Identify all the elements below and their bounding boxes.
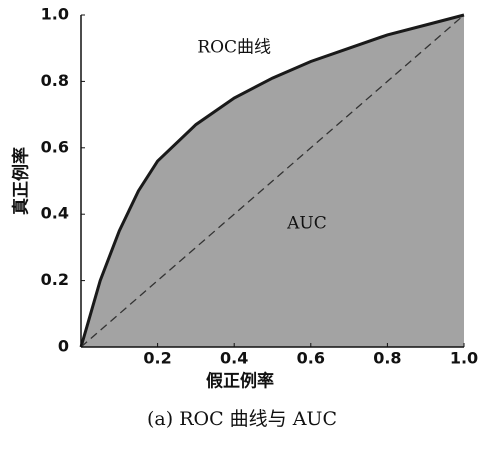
diagonal-line [80, 14, 465, 348]
y-tick-label: 0.8 [41, 71, 69, 90]
x-tick-label: 0.4 [220, 349, 248, 368]
y-tick-label: 0 [58, 337, 69, 356]
caption: (a) ROC 曲线与 AUC [147, 408, 337, 430]
x-tick-label: 1.0 [450, 349, 478, 368]
x-tick-label: 0.2 [143, 349, 171, 368]
y-tick-label: 1.0 [41, 5, 69, 24]
y-tick-label: 0.4 [41, 204, 69, 223]
x-tick-label: 0.8 [373, 349, 401, 368]
y-tick-label: 0.6 [41, 137, 69, 156]
annotation: ROC曲线 [197, 38, 271, 58]
annotation: AUC [286, 214, 327, 234]
x-axis-label: 假正例率 [206, 371, 274, 392]
x-tick-label: 0.6 [297, 349, 325, 368]
y-tick-label: 0.2 [41, 270, 69, 289]
roc-curve [79, 13, 465, 348]
y-axis-label: 真正例率 [11, 147, 32, 215]
